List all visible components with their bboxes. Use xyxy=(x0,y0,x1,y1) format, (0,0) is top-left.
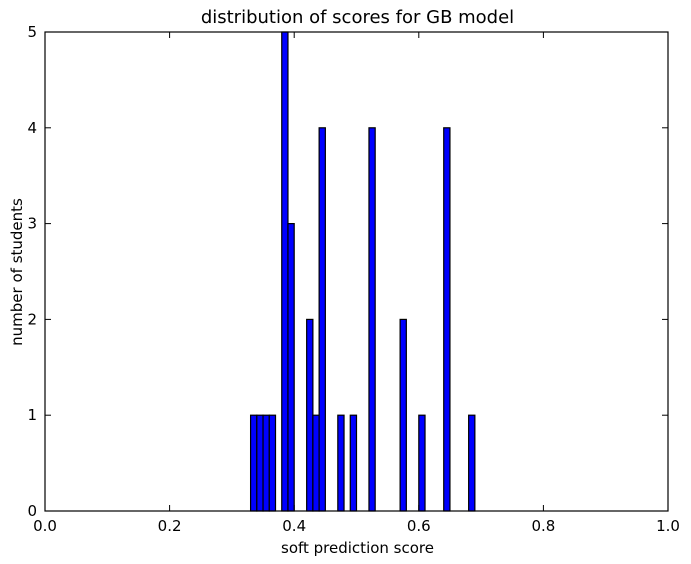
ticks-layer: 0.0 0.2 0.4 0.6 0.8 1.0 0 1 2 3 4 5 xyxy=(27,23,679,535)
y-tick-label: 3 xyxy=(27,215,37,233)
plot-frame xyxy=(44,31,669,512)
y-tick-label: 2 xyxy=(27,310,37,328)
x-tick-label: 0.6 xyxy=(407,517,431,535)
histogram-bar-13 xyxy=(418,414,426,512)
x-tick-label: 0.2 xyxy=(158,517,182,535)
y-tick-label: 4 xyxy=(27,119,37,137)
x-tick-label: 0.0 xyxy=(33,517,57,535)
histogram-bar-15 xyxy=(468,414,476,512)
x-tick-label: 0.8 xyxy=(531,517,555,535)
histogram-bar-1 xyxy=(256,414,264,512)
y-tick-label: 5 xyxy=(27,23,37,41)
chart-title: distribution of scores for GB model xyxy=(201,7,514,28)
histogram-bar-0 xyxy=(249,414,258,512)
histogram-bar-5 xyxy=(287,223,295,512)
y-axis-label: number of students xyxy=(8,198,26,346)
histogram-bar-2 xyxy=(262,414,270,512)
histogram-bar-4 xyxy=(281,31,289,512)
histogram-bar-6 xyxy=(306,318,314,512)
histogram-bar-7 xyxy=(312,414,320,512)
histogram-bar-14 xyxy=(443,127,451,512)
y-tick-label: 1 xyxy=(27,406,37,424)
y-tick-label: 0 xyxy=(27,502,37,520)
histogram-bar-11 xyxy=(368,127,376,512)
histogram-bar-12 xyxy=(399,318,407,512)
histogram-bar-10 xyxy=(349,414,358,512)
bars-layer xyxy=(249,31,476,512)
x-tick-label: 1.0 xyxy=(656,517,680,535)
x-tick-label: 0.4 xyxy=(282,517,306,535)
histogram-bar-9 xyxy=(337,414,345,512)
x-axis-label: soft prediction score xyxy=(281,539,434,557)
histogram-bar-3 xyxy=(268,414,277,512)
histogram-bar-8 xyxy=(318,127,326,512)
